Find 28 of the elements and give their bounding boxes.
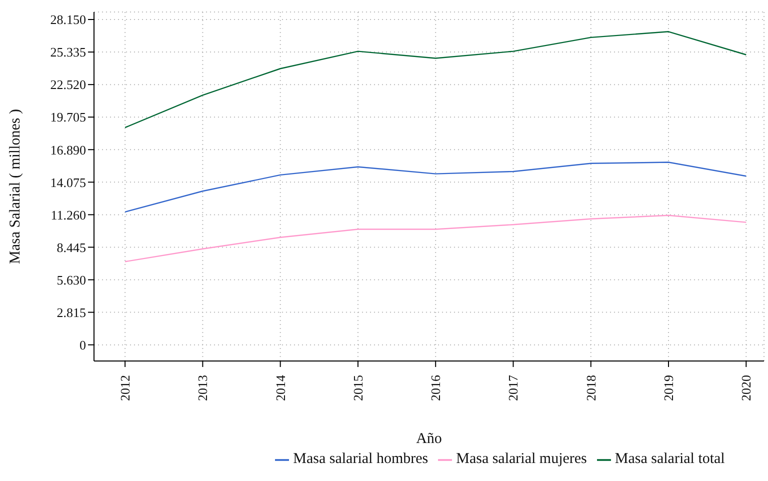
x-tick-label: 2017: [506, 374, 521, 401]
y-axis-title: Masa Salarial ( millones ): [7, 109, 24, 264]
y-tick-label: 14.075: [50, 174, 86, 190]
x-tick-label: 2020: [738, 375, 754, 401]
y-tick-label: 5.630: [56, 272, 86, 288]
line-series: [124, 214, 747, 262]
y-tick-label: 19.705: [50, 110, 86, 125]
y-tick-label: 8.445: [56, 240, 86, 255]
y-tick-label: 22.520: [50, 77, 86, 92]
line-series: [124, 31, 747, 128]
x-tick-label: 2012: [118, 375, 133, 401]
x-tick-label: 2016: [428, 374, 444, 401]
line-series: [124, 162, 747, 213]
y-tick-label: 2.815: [56, 304, 86, 320]
x-axis-title: Año: [416, 431, 442, 447]
y-tick-label: 11.260: [50, 207, 86, 222]
y-tick-label: 28.150: [50, 12, 86, 28]
y-tick-label: 0: [80, 337, 86, 352]
x-tick-label: 2018: [583, 375, 598, 401]
y-tick-label: 25.335: [50, 44, 86, 60]
legend-label: Masa salarial total: [614, 451, 725, 467]
x-tick-label: 2014: [272, 374, 288, 401]
legend-label: Masa salarial mujeres: [456, 451, 587, 467]
x-tick-label: 2013: [195, 375, 210, 401]
x-tick-label: 2015: [350, 375, 366, 401]
x-tick-label: 2019: [661, 375, 676, 401]
legend-label: Masa salarial hombres: [293, 451, 428, 467]
y-tick-label: 16.890: [50, 142, 86, 158]
